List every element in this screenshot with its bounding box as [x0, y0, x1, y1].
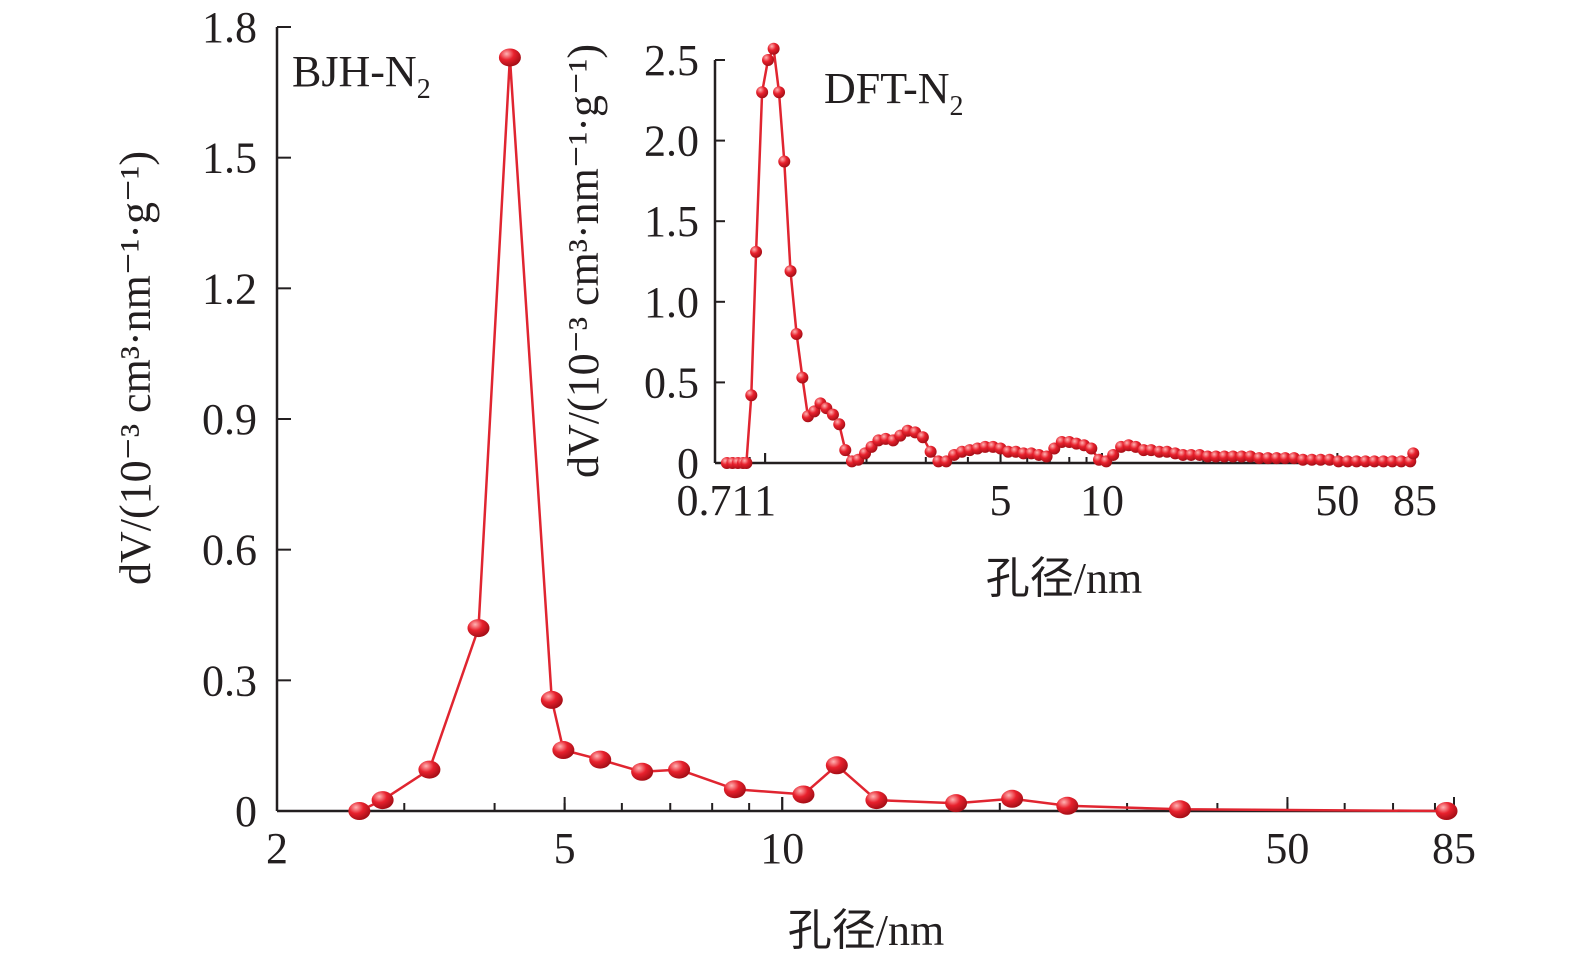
main-y-tick-label: 1.8	[202, 3, 257, 52]
inset-data-point	[1253, 452, 1266, 465]
inset-data-point	[1270, 452, 1283, 465]
inset-data-point	[1386, 455, 1399, 468]
inset-data-point	[1235, 450, 1248, 463]
inset-data-point	[1377, 455, 1390, 468]
inset-data-point	[833, 418, 846, 431]
inset-panel-label: DFT-N2	[824, 64, 964, 122]
inset-x-tick-label: 85	[1393, 476, 1437, 525]
main-data-point	[825, 756, 848, 775]
inset-data-point	[790, 328, 803, 341]
main-y-tick-label: 1.2	[202, 264, 257, 313]
main-x-axis-title: 孔径/nm	[788, 906, 944, 955]
main-x-tick-label: 5	[554, 824, 576, 873]
inset-data-point	[826, 408, 839, 421]
inset-data-point	[1085, 442, 1098, 455]
inset-data-point	[1341, 455, 1354, 468]
inset-data-point	[740, 457, 753, 469]
inset-data-point	[1323, 453, 1336, 466]
inset-data-point	[761, 54, 774, 66]
inset-data-point	[839, 444, 852, 457]
inset-x-tick-label: 50	[1315, 476, 1359, 525]
inset-y-tick-label: 2.5	[644, 36, 699, 85]
main-data-point	[540, 690, 563, 709]
inset-y-tick-label: 0	[677, 439, 699, 488]
inset-y-tick-label: 1.5	[644, 197, 699, 246]
main-y-tick-label: 0.9	[202, 395, 257, 444]
inset-plot-area: 0 0.5 1.0 1.5 2.0 2.5 0.71 1 5 10 50 85	[644, 36, 1437, 525]
inset-data-point	[1368, 455, 1381, 468]
main-data-point	[467, 619, 490, 638]
inset-data-point	[745, 389, 758, 402]
main-data-point	[668, 760, 691, 779]
inset-data-point	[778, 155, 791, 168]
main-x-tick-label: 2	[266, 824, 288, 873]
inset-data-point	[1201, 450, 1214, 463]
inset-x-tick-label: 1	[754, 476, 776, 525]
inset-data-point	[1305, 453, 1318, 466]
inset-data-point	[916, 431, 929, 444]
inset-x-tick-label: 0.71	[677, 476, 754, 525]
main-y-tick-label: 0.6	[202, 526, 257, 575]
main-data-point	[631, 762, 654, 781]
main-x-tick-label: 50	[1265, 824, 1309, 873]
main-data-point	[371, 791, 394, 810]
inset-data-point	[773, 86, 786, 99]
main-data-point	[1001, 789, 1024, 808]
main-y-tick-label: 0.3	[202, 656, 257, 705]
inset-x-tick-label: 10	[1080, 476, 1124, 525]
inset-data-point	[1218, 450, 1231, 463]
main-data-point	[723, 780, 746, 799]
inset-y-tick-label: 0.5	[644, 358, 699, 407]
inset-data-point	[1107, 448, 1120, 461]
main-data-point	[1168, 800, 1191, 819]
main-data-point	[552, 741, 575, 760]
inset-x-tick-label: 5	[990, 476, 1012, 525]
main-panel-label: BJH-N2	[292, 47, 431, 105]
inset-data-point	[767, 42, 780, 55]
inset-y-axis-title: dV/(10⁻³ cm³·nm⁻¹·g⁻¹)	[559, 44, 608, 478]
inset-data-point	[1296, 453, 1309, 466]
inset-data-point	[1359, 455, 1372, 468]
inset-data-point	[1261, 452, 1274, 465]
inset-data-point	[1209, 450, 1222, 463]
main-y-axis-title: dV/(10⁻³ cm³·nm⁻¹·g⁻¹)	[111, 151, 160, 585]
inset-data-point	[784, 265, 797, 278]
main-data-point	[498, 48, 521, 67]
main-data-point	[418, 760, 441, 779]
inset-data-point	[796, 371, 809, 384]
inset-data-point	[1314, 453, 1327, 466]
inset-data-point	[1332, 455, 1345, 468]
inset-data-point	[1395, 455, 1408, 468]
main-x-tick-label: 85	[1432, 824, 1476, 873]
inset-data-point	[1227, 450, 1240, 463]
inset-data-point	[1350, 455, 1363, 468]
inset-y-tick-label: 2.0	[644, 117, 699, 166]
inset-y-tick-label: 1.0	[644, 278, 699, 327]
main-data-point	[792, 785, 815, 804]
inset-x-axis-title: 孔径/nm	[986, 554, 1142, 603]
main-data-point	[589, 750, 612, 769]
main-plot-area: 00.30.60.91.21.51.82 5 10 50 85	[202, 3, 1476, 873]
main-y-tick-label: 0	[235, 787, 257, 836]
inset-data-point	[1040, 450, 1053, 463]
inset-data-point	[750, 245, 763, 258]
inset-data-point	[1407, 447, 1420, 460]
inset-data-point	[924, 445, 937, 458]
main-data-point	[1435, 802, 1458, 820]
main-data-point	[945, 794, 968, 813]
main-data-point	[865, 791, 888, 810]
main-data-point	[1056, 796, 1079, 815]
main-y-tick-label: 1.5	[202, 134, 257, 183]
main-data-point	[348, 802, 371, 820]
inset-data-point	[1185, 448, 1198, 461]
main-x-tick-label: 10	[760, 824, 804, 873]
inset-data-point	[1279, 452, 1292, 465]
inset-data-point	[756, 86, 769, 99]
